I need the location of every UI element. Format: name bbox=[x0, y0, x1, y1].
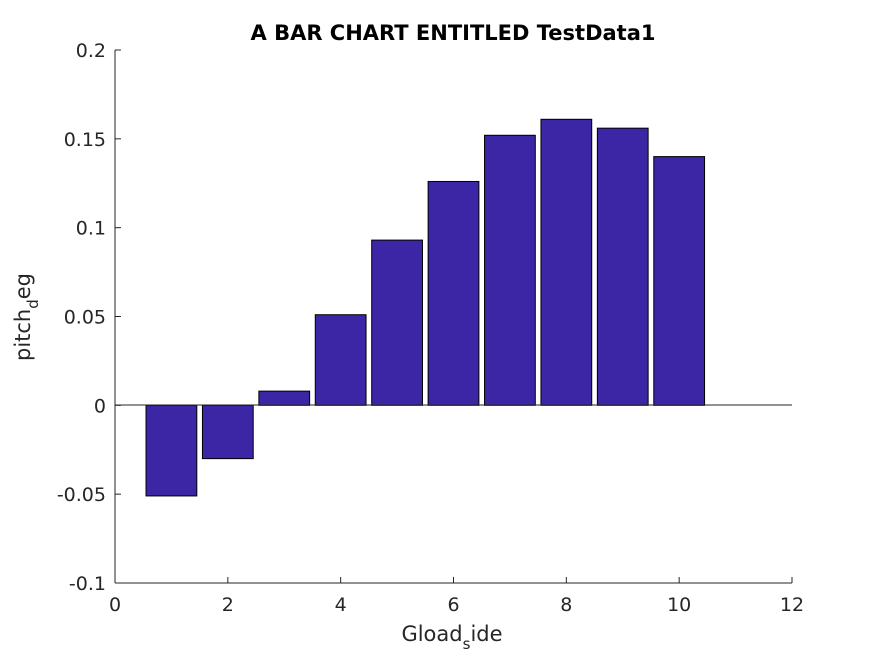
y-axis-label: pitchdeg bbox=[11, 273, 42, 361]
y-axis-label-main: pitch bbox=[11, 309, 35, 361]
bar-4 bbox=[314, 314, 367, 406]
bar-1 bbox=[145, 404, 198, 497]
bar-8 bbox=[540, 118, 593, 406]
x-ticks: 0 2 4 6 8 10 12 bbox=[109, 577, 804, 616]
bar-3 bbox=[258, 390, 311, 406]
x-axis-label-sub: s bbox=[463, 635, 471, 653]
chart-title: A BAR CHART ENTITLED TestData1 bbox=[251, 21, 656, 45]
y-tick-label: 0 bbox=[94, 395, 106, 417]
x-tick-label: 6 bbox=[447, 594, 459, 616]
x-tick-label: 8 bbox=[560, 594, 572, 616]
bar-9 bbox=[596, 127, 649, 406]
x-axis-label: Gloadside bbox=[401, 622, 502, 653]
bar-5 bbox=[371, 239, 423, 406]
y-axis-label-sub: d bbox=[24, 299, 42, 309]
y-tick-label: -0.05 bbox=[57, 484, 106, 506]
y-tick-label: 0.2 bbox=[76, 40, 106, 62]
x-tick-label: 4 bbox=[335, 594, 347, 616]
x-tick-label: 12 bbox=[780, 594, 804, 616]
x-axis-label-tail: ide bbox=[470, 622, 502, 646]
y-tick-label: 0.1 bbox=[76, 218, 106, 240]
x-tick-label: 0 bbox=[109, 594, 121, 616]
y-tick-label: 0.15 bbox=[64, 129, 106, 151]
bars-group bbox=[145, 118, 706, 497]
bar-2 bbox=[201, 404, 254, 460]
bar-10 bbox=[653, 156, 706, 406]
y-ticks: -0.1 -0.05 0 0.05 0.1 0.15 0.2 bbox=[57, 40, 121, 595]
y-tick-label: 0.05 bbox=[64, 307, 106, 329]
y-tick-label: -0.1 bbox=[69, 573, 106, 595]
x-tick-label: 10 bbox=[667, 594, 691, 616]
bar-6 bbox=[427, 180, 480, 406]
x-tick-label: 2 bbox=[222, 594, 234, 616]
bar-7 bbox=[484, 134, 536, 406]
x-axis-label-main: Gload bbox=[401, 622, 462, 646]
y-axis-label-tail: eg bbox=[11, 273, 35, 299]
